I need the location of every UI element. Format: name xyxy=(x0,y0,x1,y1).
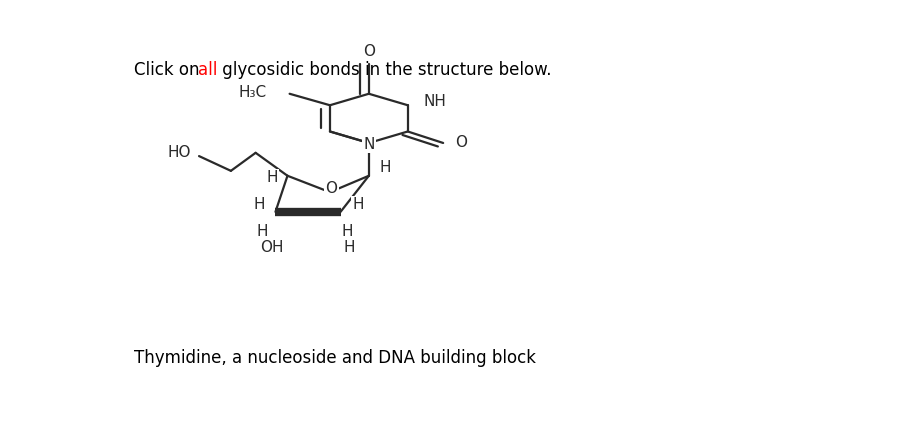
Text: H: H xyxy=(257,224,268,239)
Text: H: H xyxy=(254,197,265,212)
Text: O: O xyxy=(325,181,337,196)
Text: HO: HO xyxy=(167,145,191,160)
Text: H₃C: H₃C xyxy=(239,85,267,100)
Text: H: H xyxy=(341,224,353,239)
Text: O: O xyxy=(455,135,467,150)
Text: H: H xyxy=(267,170,278,185)
Text: N: N xyxy=(363,137,374,152)
Text: H: H xyxy=(343,240,355,255)
Text: NH: NH xyxy=(424,95,446,109)
Text: glycosidic bonds in the structure below.: glycosidic bonds in the structure below. xyxy=(216,61,551,79)
Text: H: H xyxy=(380,160,391,175)
Text: O: O xyxy=(362,44,375,59)
Text: Thymidine, a nucleoside and DNA building block: Thymidine, a nucleoside and DNA building… xyxy=(134,348,536,367)
Text: Click on: Click on xyxy=(134,61,205,79)
Text: H: H xyxy=(352,197,364,212)
Text: OH: OH xyxy=(260,240,284,255)
Text: all: all xyxy=(197,61,217,79)
